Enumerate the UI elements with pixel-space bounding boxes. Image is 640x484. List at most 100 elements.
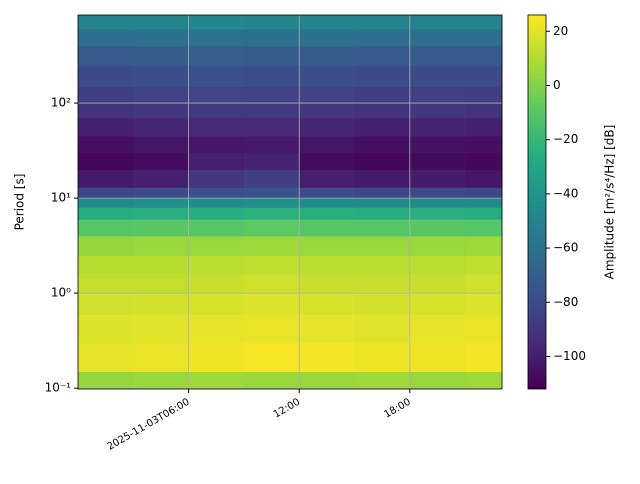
heatmap-cell — [409, 136, 466, 154]
heatmap-cell — [188, 207, 245, 220]
heatmap-cell — [354, 293, 411, 315]
heatmap-cell — [465, 86, 503, 104]
heatmap-cell — [133, 103, 190, 119]
heatmap-cell — [354, 255, 411, 275]
heatmap-cell — [465, 15, 503, 30]
heatmap-cell — [299, 29, 356, 47]
heatmap-cell — [354, 187, 411, 199]
heatmap-cell — [409, 342, 466, 372]
heatmap-cell — [465, 117, 503, 137]
heatmap-cell — [188, 235, 245, 256]
heatmap-cell — [188, 136, 245, 154]
heatmap-cell — [354, 29, 411, 47]
colorbar-label: Amplitude [m²/s⁴/Hz] [dB] — [603, 125, 617, 280]
heatmap-cell — [465, 255, 503, 275]
heatmap-cell — [354, 86, 411, 104]
heatmap-cell — [409, 187, 466, 199]
heatmap-cell — [465, 65, 503, 87]
heatmap-cell — [409, 293, 466, 315]
colorbar-tick-label: −80 — [553, 295, 578, 309]
heatmap-cell — [299, 136, 356, 154]
heatmap-cell — [188, 273, 245, 294]
heatmap-cell — [78, 103, 134, 119]
heatmap-cell — [354, 342, 411, 372]
heatmap-cell — [188, 371, 245, 390]
heatmap-cell — [354, 15, 411, 30]
heatmap-cell — [243, 169, 300, 188]
heatmap-cell — [133, 273, 190, 294]
heatmap-cell — [299, 342, 356, 372]
heatmap-cell — [133, 235, 190, 256]
heatmap-cell — [78, 45, 134, 66]
colorbar-tick-label: −20 — [553, 132, 578, 146]
heatmap — [78, 15, 503, 390]
heatmap-cell — [78, 29, 134, 47]
heatmap-cell — [465, 371, 503, 390]
heatmap-cell — [465, 136, 503, 154]
heatmap-cell — [243, 152, 300, 171]
heatmap-cell — [299, 86, 356, 104]
heatmap-cell — [188, 65, 245, 87]
heatmap-cell — [188, 187, 245, 199]
heatmap-cell — [465, 45, 503, 66]
heatmap-cell — [299, 45, 356, 66]
heatmap-cell — [299, 103, 356, 119]
heatmap-cell — [465, 187, 503, 199]
heatmap-cell — [243, 255, 300, 275]
heatmap-cell — [465, 235, 503, 256]
heatmap-cell — [78, 207, 134, 220]
heatmap-cell — [409, 152, 466, 171]
heatmap-cell — [299, 117, 356, 137]
heatmap-cell — [465, 219, 503, 237]
heatmap-cell — [409, 169, 466, 188]
heatmap-cell — [188, 15, 245, 30]
heatmap-cell — [188, 293, 245, 315]
heatmap-cell — [299, 219, 356, 237]
y-tick-label: 10⁻¹ — [45, 381, 72, 395]
heatmap-cell — [188, 342, 245, 372]
heatmap-cell — [243, 314, 300, 344]
heatmap-cell — [243, 342, 300, 372]
heatmap-cell — [78, 187, 134, 199]
heatmap-cell — [465, 342, 503, 372]
heatmap-cell — [188, 255, 245, 275]
heatmap-cell — [133, 314, 190, 344]
heatmap-cell — [409, 117, 466, 137]
heatmap-cell — [354, 314, 411, 344]
heatmap-cell — [78, 255, 134, 275]
heatmap-cell — [188, 45, 245, 66]
heatmap-cell — [78, 219, 134, 237]
heatmap-cell — [243, 103, 300, 119]
heatmap-cell — [243, 187, 300, 199]
heatmap-cell — [354, 45, 411, 66]
heatmap-cell — [409, 207, 466, 220]
heatmap-cell — [133, 293, 190, 315]
heatmap-cell — [299, 207, 356, 220]
heatmap-cell — [188, 29, 245, 47]
heatmap-cell — [243, 117, 300, 137]
heatmap-cell — [78, 342, 134, 372]
heatmap-cell — [133, 198, 190, 208]
heatmap-cell — [133, 29, 190, 47]
heatmap-cell — [354, 273, 411, 294]
y-tick-label: 10¹ — [51, 191, 71, 205]
heatmap-cell — [465, 314, 503, 344]
heatmap-cell — [188, 117, 245, 137]
heatmap-cell — [243, 273, 300, 294]
heatmap-cell — [133, 169, 190, 188]
heatmap-cell — [409, 198, 466, 208]
heatmap-cell — [78, 169, 134, 188]
heatmap-cell — [465, 103, 503, 119]
heatmap-cell — [354, 235, 411, 256]
heatmap-cell — [188, 86, 245, 104]
heatmap-cell — [465, 273, 503, 294]
heatmap-cell — [465, 169, 503, 188]
heatmap-cell — [133, 86, 190, 104]
heatmap-cell — [243, 15, 300, 30]
plot-frame — [77, 14, 503, 390]
heatmap-cell — [465, 293, 503, 315]
heatmap-cell — [299, 235, 356, 256]
heatmap-cell — [78, 273, 134, 294]
heatmap-cell — [354, 219, 411, 237]
